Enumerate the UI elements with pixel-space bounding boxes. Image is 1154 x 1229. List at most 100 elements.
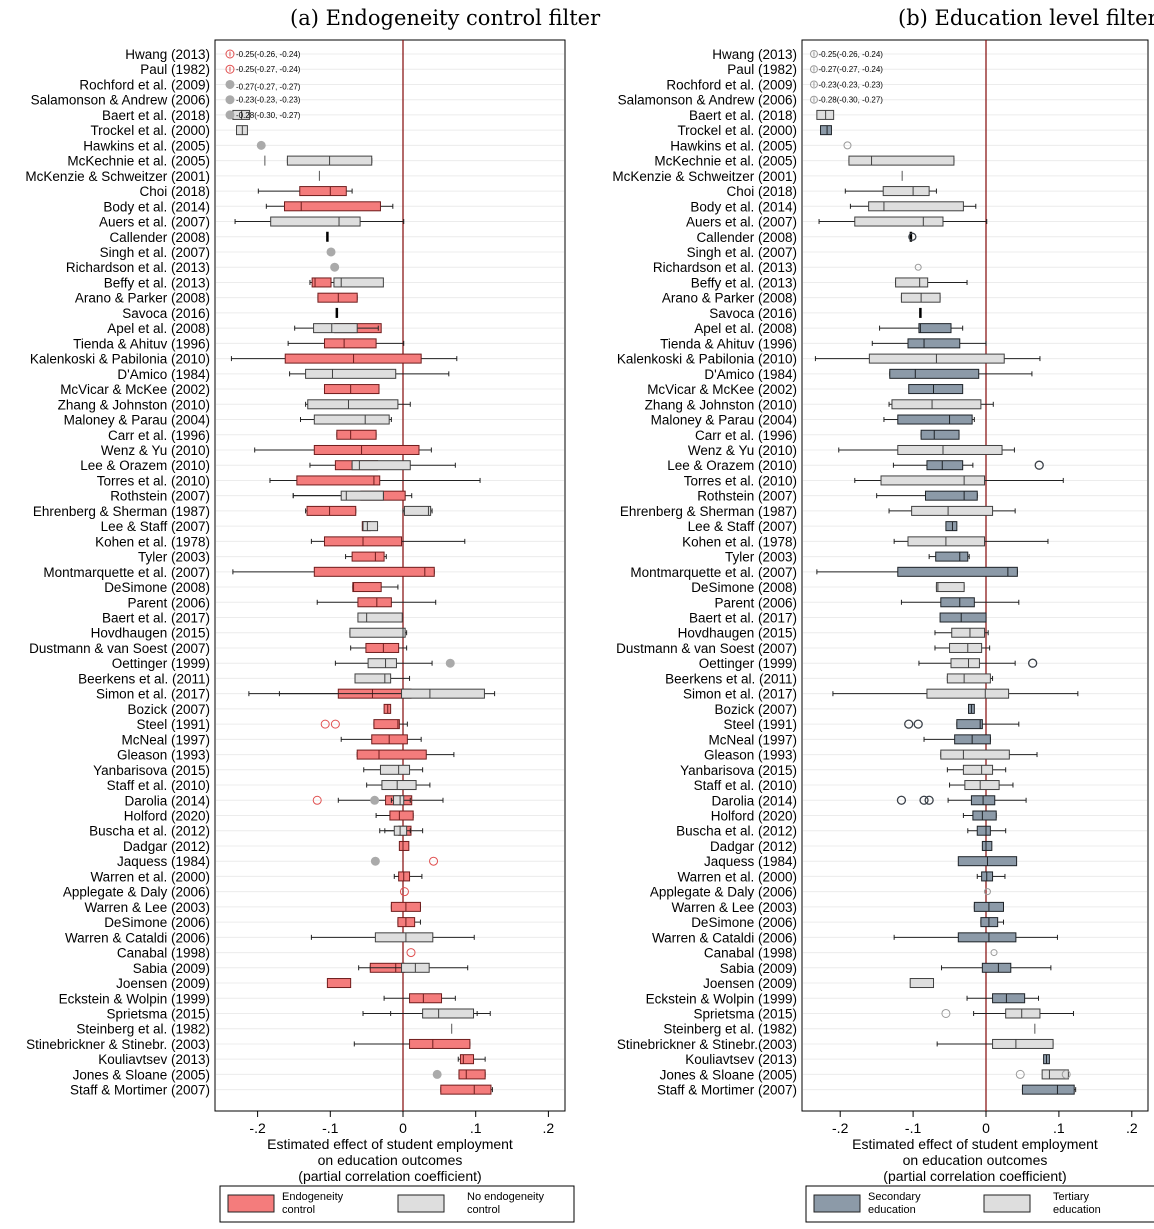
study-label: Staff & Mortimer (2007) (70, 1083, 210, 1098)
study-label: Warren & Cataldi (2006) (652, 930, 797, 945)
study-label: Applegate & Daly (2006) (63, 885, 210, 900)
box (895, 277, 929, 288)
estimate-annotation: -0.25(-0.27, -0.24) (236, 65, 301, 74)
box (897, 414, 973, 425)
outlier-point (809, 50, 818, 58)
study-label: Bozick (2007) (127, 702, 210, 717)
x-tick-label: .1 (1053, 1120, 1065, 1136)
study-label: Simon et al. (2017) (96, 687, 210, 702)
study-label: Salamonson & Andrew (2006) (618, 93, 797, 108)
box (349, 627, 406, 638)
legend-label: education (1053, 1204, 1101, 1216)
study-label: Buscha et al. (2012) (676, 824, 797, 839)
estimate-annotation: -0.27(-0.27, -0.27) (236, 82, 301, 91)
outlier-point (312, 795, 322, 805)
x-axis-label: on education outcomes (903, 1152, 1048, 1168)
box (351, 551, 385, 562)
study-label: Montmarquette et al. (2007) (43, 565, 210, 580)
study-label: Arano & Parker (2008) (75, 291, 210, 306)
study-label: Hovdhaugen (2015) (91, 626, 210, 641)
box (907, 338, 961, 349)
outlier-point (330, 262, 340, 272)
study-label: DeSimone (2006) (691, 915, 797, 930)
study-label: Holford (2020) (711, 809, 797, 824)
study-label: D'Amico (1984) (704, 367, 797, 382)
x-tick-label: -.2 (249, 1120, 266, 1136)
study-label: Carr et al. (1996) (695, 428, 797, 443)
box (945, 521, 958, 532)
study-label: Sprietsma (2015) (106, 1006, 210, 1021)
study-label: Apel et al. (2008) (107, 321, 210, 336)
study-label: DeSimone (2006) (104, 915, 210, 930)
study-label: Zhang & Johnston (2010) (645, 397, 797, 412)
box (940, 597, 975, 608)
box (381, 780, 417, 791)
plot-frame (214, 39, 566, 1112)
study-label: Richardson et al. (2013) (66, 260, 210, 275)
legend-box (805, 1185, 1154, 1223)
box (908, 384, 964, 395)
legend-swatch (227, 1194, 275, 1213)
box (357, 612, 403, 623)
x-tick-label: -.1 (322, 1120, 339, 1136)
study-label: McVicar & McKee (2002) (60, 382, 210, 397)
box (283, 201, 381, 212)
study-label: Torres et al. (2010) (97, 473, 210, 488)
box (950, 658, 980, 669)
study-label: Paul (1982) (140, 62, 210, 77)
study-label: Callender (2008) (109, 230, 210, 245)
study-label: Gleason (1993) (704, 748, 797, 763)
box (981, 840, 993, 851)
x-tick-label: -.1 (905, 1120, 922, 1136)
study-label: Warren & Lee (2003) (671, 900, 797, 915)
outlier-point (914, 263, 922, 271)
study-label: Apel et al. (2008) (694, 321, 797, 336)
study-label: Steinberg et al. (1982) (76, 1022, 210, 1037)
x-axis-label: on education outcomes (318, 1152, 463, 1168)
box (854, 216, 944, 227)
plot-frame (801, 39, 1149, 1112)
study-label: Staff et al. (2010) (107, 778, 210, 793)
box (362, 521, 379, 532)
study-label: Stinebrickner & Stinebr. (2003) (26, 1037, 210, 1052)
study-label: Simon et al. (2017) (683, 687, 797, 702)
box (374, 932, 434, 943)
study-label: Warren & Lee (2003) (84, 900, 210, 915)
outlier-point (1034, 460, 1044, 470)
box (333, 277, 384, 288)
study-label: Maloney & Parau (2004) (651, 413, 797, 428)
study-label: Rochford et al. (2009) (79, 77, 210, 92)
legend-label: Secondary (868, 1191, 921, 1203)
box (326, 978, 352, 989)
outlier-point (225, 95, 235, 105)
study-label: Jones & Sloane (2005) (660, 1067, 797, 1082)
study-label: Trockel et al. (2000) (677, 123, 797, 138)
study-label: Lee & Staff (2007) (101, 519, 210, 534)
study-label: Darolia (2014) (711, 793, 797, 808)
study-label: Savoca (2016) (709, 306, 797, 321)
study-label: Baert et al. (2017) (102, 611, 210, 626)
study-label: Applegate & Daly (2006) (650, 885, 797, 900)
box (389, 810, 414, 821)
study-label: Body et al. (2014) (103, 199, 210, 214)
study-label: Hawkins et al. (2005) (670, 138, 797, 153)
study-label: Dadgar (2012) (123, 839, 210, 854)
box (891, 399, 982, 410)
outlier-point (399, 887, 409, 897)
study-label: McNeal (1997) (121, 732, 210, 747)
study-label: Maloney & Parau (2004) (64, 413, 210, 428)
study-label: Zhang & Johnston (2010) (58, 397, 210, 412)
outlier-point (432, 1069, 442, 1079)
outlier-point (809, 80, 818, 89)
study-label: Richardson et al. (2013) (653, 260, 797, 275)
study-label: Warren et al. (2000) (677, 869, 797, 884)
estimate-annotation: -0.23(-0.23, -0.23) (236, 96, 301, 105)
legend-swatch (397, 1194, 445, 1213)
outlier-point (913, 719, 923, 729)
study-label: Baert et al. (2017) (689, 611, 797, 626)
study-label: Montmarquette et al. (2007) (630, 565, 797, 580)
study-label: Tienda & Ahituv (1996) (660, 336, 797, 351)
x-tick-label: .2 (543, 1120, 555, 1136)
study-label: DeSimone (2008) (104, 580, 210, 595)
